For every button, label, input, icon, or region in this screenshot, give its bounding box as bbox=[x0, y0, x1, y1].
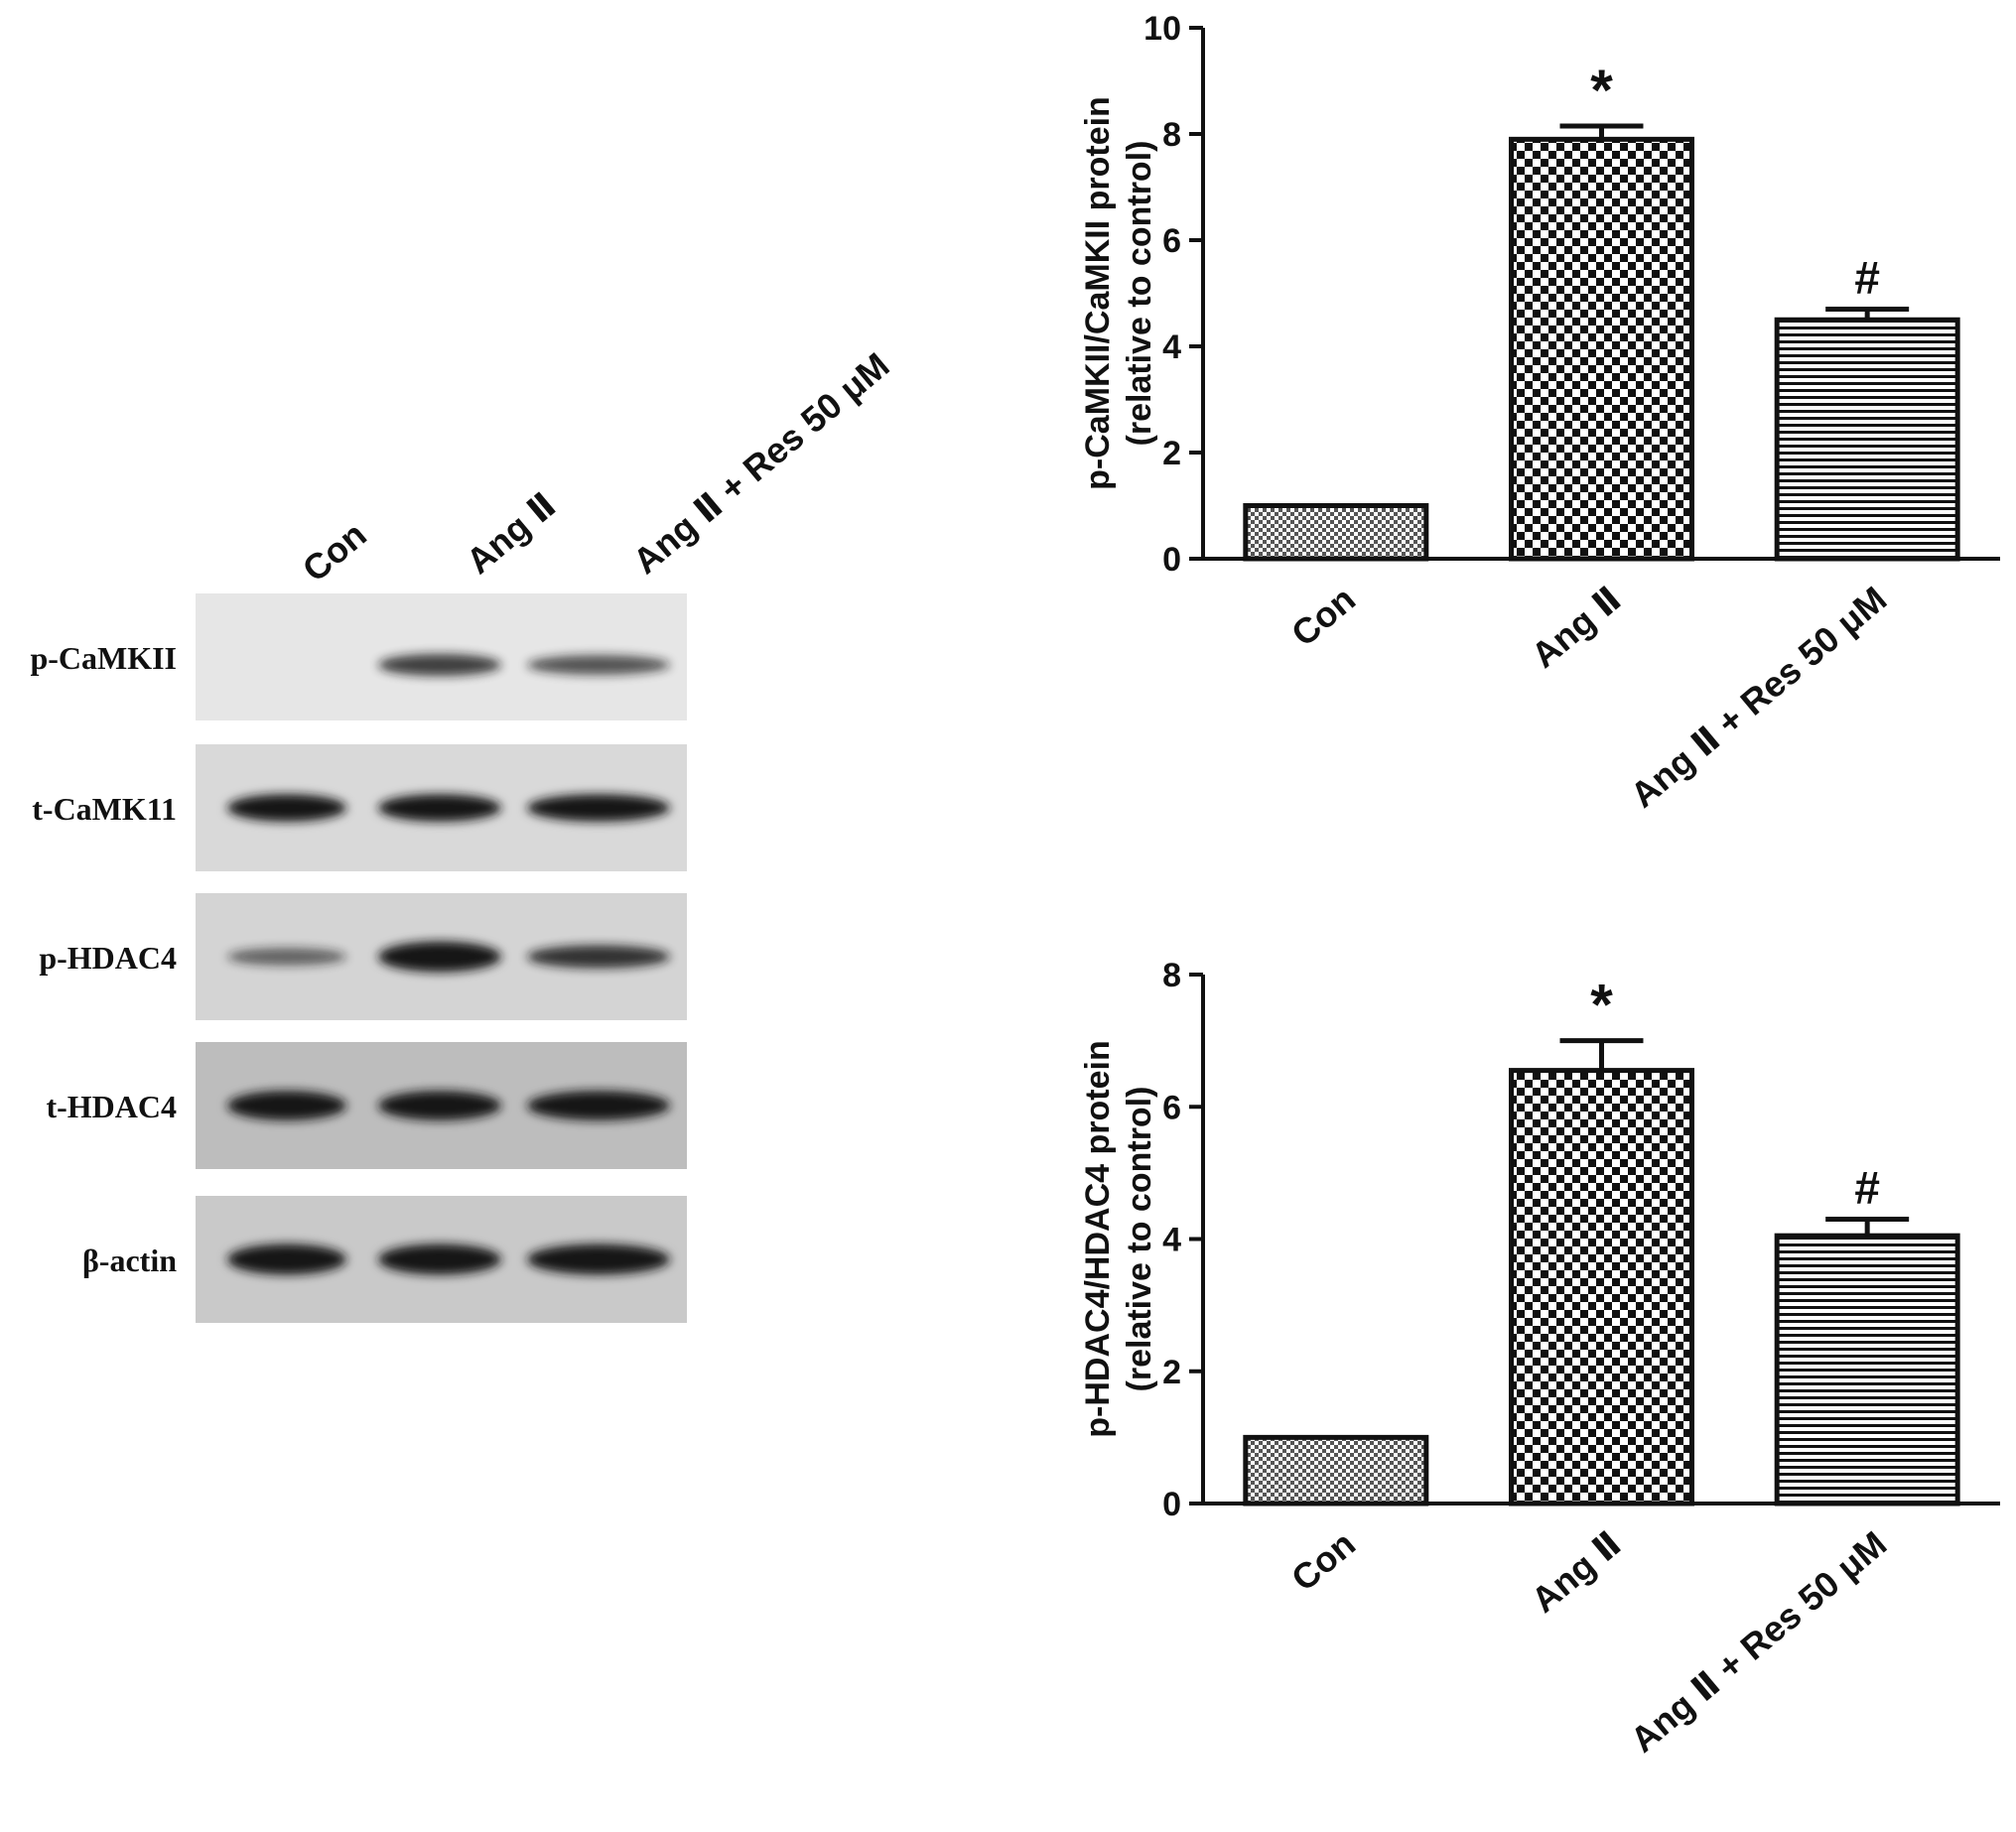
blot-band bbox=[527, 794, 670, 822]
y-tick-label: 6 bbox=[1162, 1089, 1181, 1126]
bar bbox=[1774, 1233, 1960, 1506]
y-tick-label: 6 bbox=[1162, 222, 1181, 260]
blot-band bbox=[378, 941, 501, 973]
y-axis-label: p-HDAC4/HDAC4 protein bbox=[1079, 1040, 1117, 1437]
blot-band bbox=[378, 794, 501, 822]
blot-lane-label: Ang Ⅱ + Res 50 μM bbox=[625, 344, 897, 582]
blot-row-label: p-HDAC4 bbox=[39, 940, 177, 976]
significance-marker: * bbox=[1590, 974, 1613, 1038]
blot-band bbox=[227, 1091, 346, 1120]
blot-band bbox=[527, 1243, 670, 1275]
y-tick-label: 8 bbox=[1162, 957, 1181, 994]
x-tick-label: Con bbox=[1283, 1523, 1363, 1599]
blot-row-label: β-actin bbox=[82, 1243, 177, 1278]
y-tick-label: 2 bbox=[1162, 435, 1181, 472]
significance-marker: * bbox=[1590, 59, 1613, 123]
blot-band bbox=[227, 1243, 346, 1275]
blot-band bbox=[378, 653, 501, 677]
x-tick-label: Con bbox=[1283, 579, 1363, 654]
significance-marker: # bbox=[1854, 252, 1880, 304]
y-tick-label: 0 bbox=[1162, 541, 1181, 579]
x-tick-label: Ang Ⅱ bbox=[1524, 579, 1629, 676]
bar bbox=[1774, 317, 1960, 562]
y-tick-label: 0 bbox=[1162, 1486, 1181, 1523]
blot-row-label: t-HDAC4 bbox=[46, 1089, 177, 1124]
significance-marker: # bbox=[1854, 1162, 1880, 1214]
blot-band bbox=[378, 1091, 501, 1120]
blot-row-label: p-CaMKII bbox=[30, 640, 177, 676]
y-tick-label: 4 bbox=[1162, 328, 1181, 366]
chart-p-hdac4: 0 2 4 6 8 p-HDAC4/HDAC4 protein (relative to c… bbox=[1079, 957, 2000, 1761]
y-axis-label-secondary: (relative to control) bbox=[1121, 141, 1158, 447]
y-axis-label-secondary: (relative to control) bbox=[1121, 1087, 1158, 1392]
blot-band bbox=[227, 794, 346, 822]
bar bbox=[1509, 1068, 1694, 1506]
blot-band bbox=[527, 655, 670, 675]
bar bbox=[1243, 1434, 1429, 1506]
x-tick-label: Ang Ⅱ + Res 50 μM bbox=[1623, 1523, 1895, 1761]
blot-row-label: t-CaMK11 bbox=[32, 791, 177, 827]
blot-band bbox=[378, 1243, 501, 1275]
blot-lane-label: Ang Ⅱ bbox=[459, 484, 564, 582]
blot-band bbox=[527, 945, 670, 969]
blot-band bbox=[527, 1091, 670, 1120]
y-axis-label: p-CaMKII/CaMKII protein bbox=[1079, 96, 1117, 490]
blot-lane-label: Con bbox=[295, 514, 374, 589]
western-blot-panel: Con Ang Ⅱ Ang Ⅱ + Res 50 μM p-CaMKII t-CaMK1… bbox=[30, 344, 896, 1323]
y-tick-label: 2 bbox=[1162, 1354, 1181, 1391]
bar bbox=[1509, 136, 1694, 562]
blot-band bbox=[227, 948, 346, 966]
chart-p-camkii: 0 2 4 6 8 10 p-CaMKII/CaMKII protein (relative … bbox=[1079, 10, 2000, 816]
y-tick-label: 10 bbox=[1143, 10, 1181, 48]
bar bbox=[1243, 503, 1429, 562]
y-tick-label: 8 bbox=[1162, 116, 1181, 154]
x-tick-label: Ang Ⅱ + Res 50 μM bbox=[1623, 579, 1895, 816]
y-tick-label: 4 bbox=[1162, 1222, 1181, 1259]
x-tick-label: Ang Ⅱ bbox=[1524, 1523, 1629, 1621]
